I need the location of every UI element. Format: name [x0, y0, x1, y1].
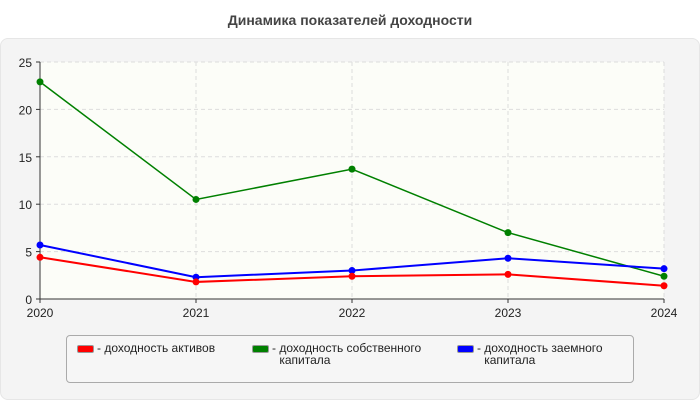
- chart-title: Динамика показателей доходности: [227, 12, 473, 28]
- x-tick-label: 2023: [495, 306, 522, 320]
- legend-item: - доходность заемного капитала: [457, 342, 641, 366]
- y-tick-label: 5: [25, 246, 32, 260]
- data-point: [504, 229, 512, 237]
- legend-item: - доходность собственного капитала: [252, 342, 439, 366]
- y-tick-label: 0: [25, 293, 32, 307]
- legend-dash: -: [272, 341, 280, 355]
- data-point: [192, 278, 200, 286]
- legend-label: доходность активов: [104, 341, 216, 355]
- legend-dash: -: [477, 341, 481, 367]
- legend-swatch: [252, 345, 269, 353]
- data-point: [348, 267, 356, 275]
- y-tick-label: 10: [19, 198, 33, 212]
- data-point: [660, 265, 668, 273]
- data-point: [192, 195, 200, 203]
- x-tick-label: 2022: [339, 306, 366, 320]
- data-point: [348, 165, 356, 173]
- legend-label: доходность собственного капитала: [279, 341, 422, 367]
- data-point: [36, 253, 44, 261]
- data-point: [348, 272, 356, 280]
- x-tick-label: 2020: [27, 306, 54, 320]
- legend-item: - доходность активов: [77, 342, 244, 354]
- data-point: [504, 254, 512, 262]
- legend-swatch: [457, 345, 474, 353]
- y-tick-label: 25: [19, 56, 33, 70]
- legend-label: доходность заемного капитала: [484, 341, 603, 367]
- data-point: [660, 272, 668, 280]
- data-point: [36, 78, 44, 86]
- x-tick-label: 2024: [651, 306, 678, 320]
- x-tick-label: 2021: [183, 306, 210, 320]
- legend-dash: -: [97, 341, 105, 355]
- data-point: [660, 282, 668, 290]
- data-point: [504, 270, 512, 278]
- legend-swatch: [77, 345, 94, 353]
- legend: - доходность активов - доходность собстве…: [66, 335, 634, 383]
- data-point: [36, 241, 44, 249]
- y-tick-label: 20: [19, 103, 33, 117]
- y-tick-label: 15: [19, 151, 33, 165]
